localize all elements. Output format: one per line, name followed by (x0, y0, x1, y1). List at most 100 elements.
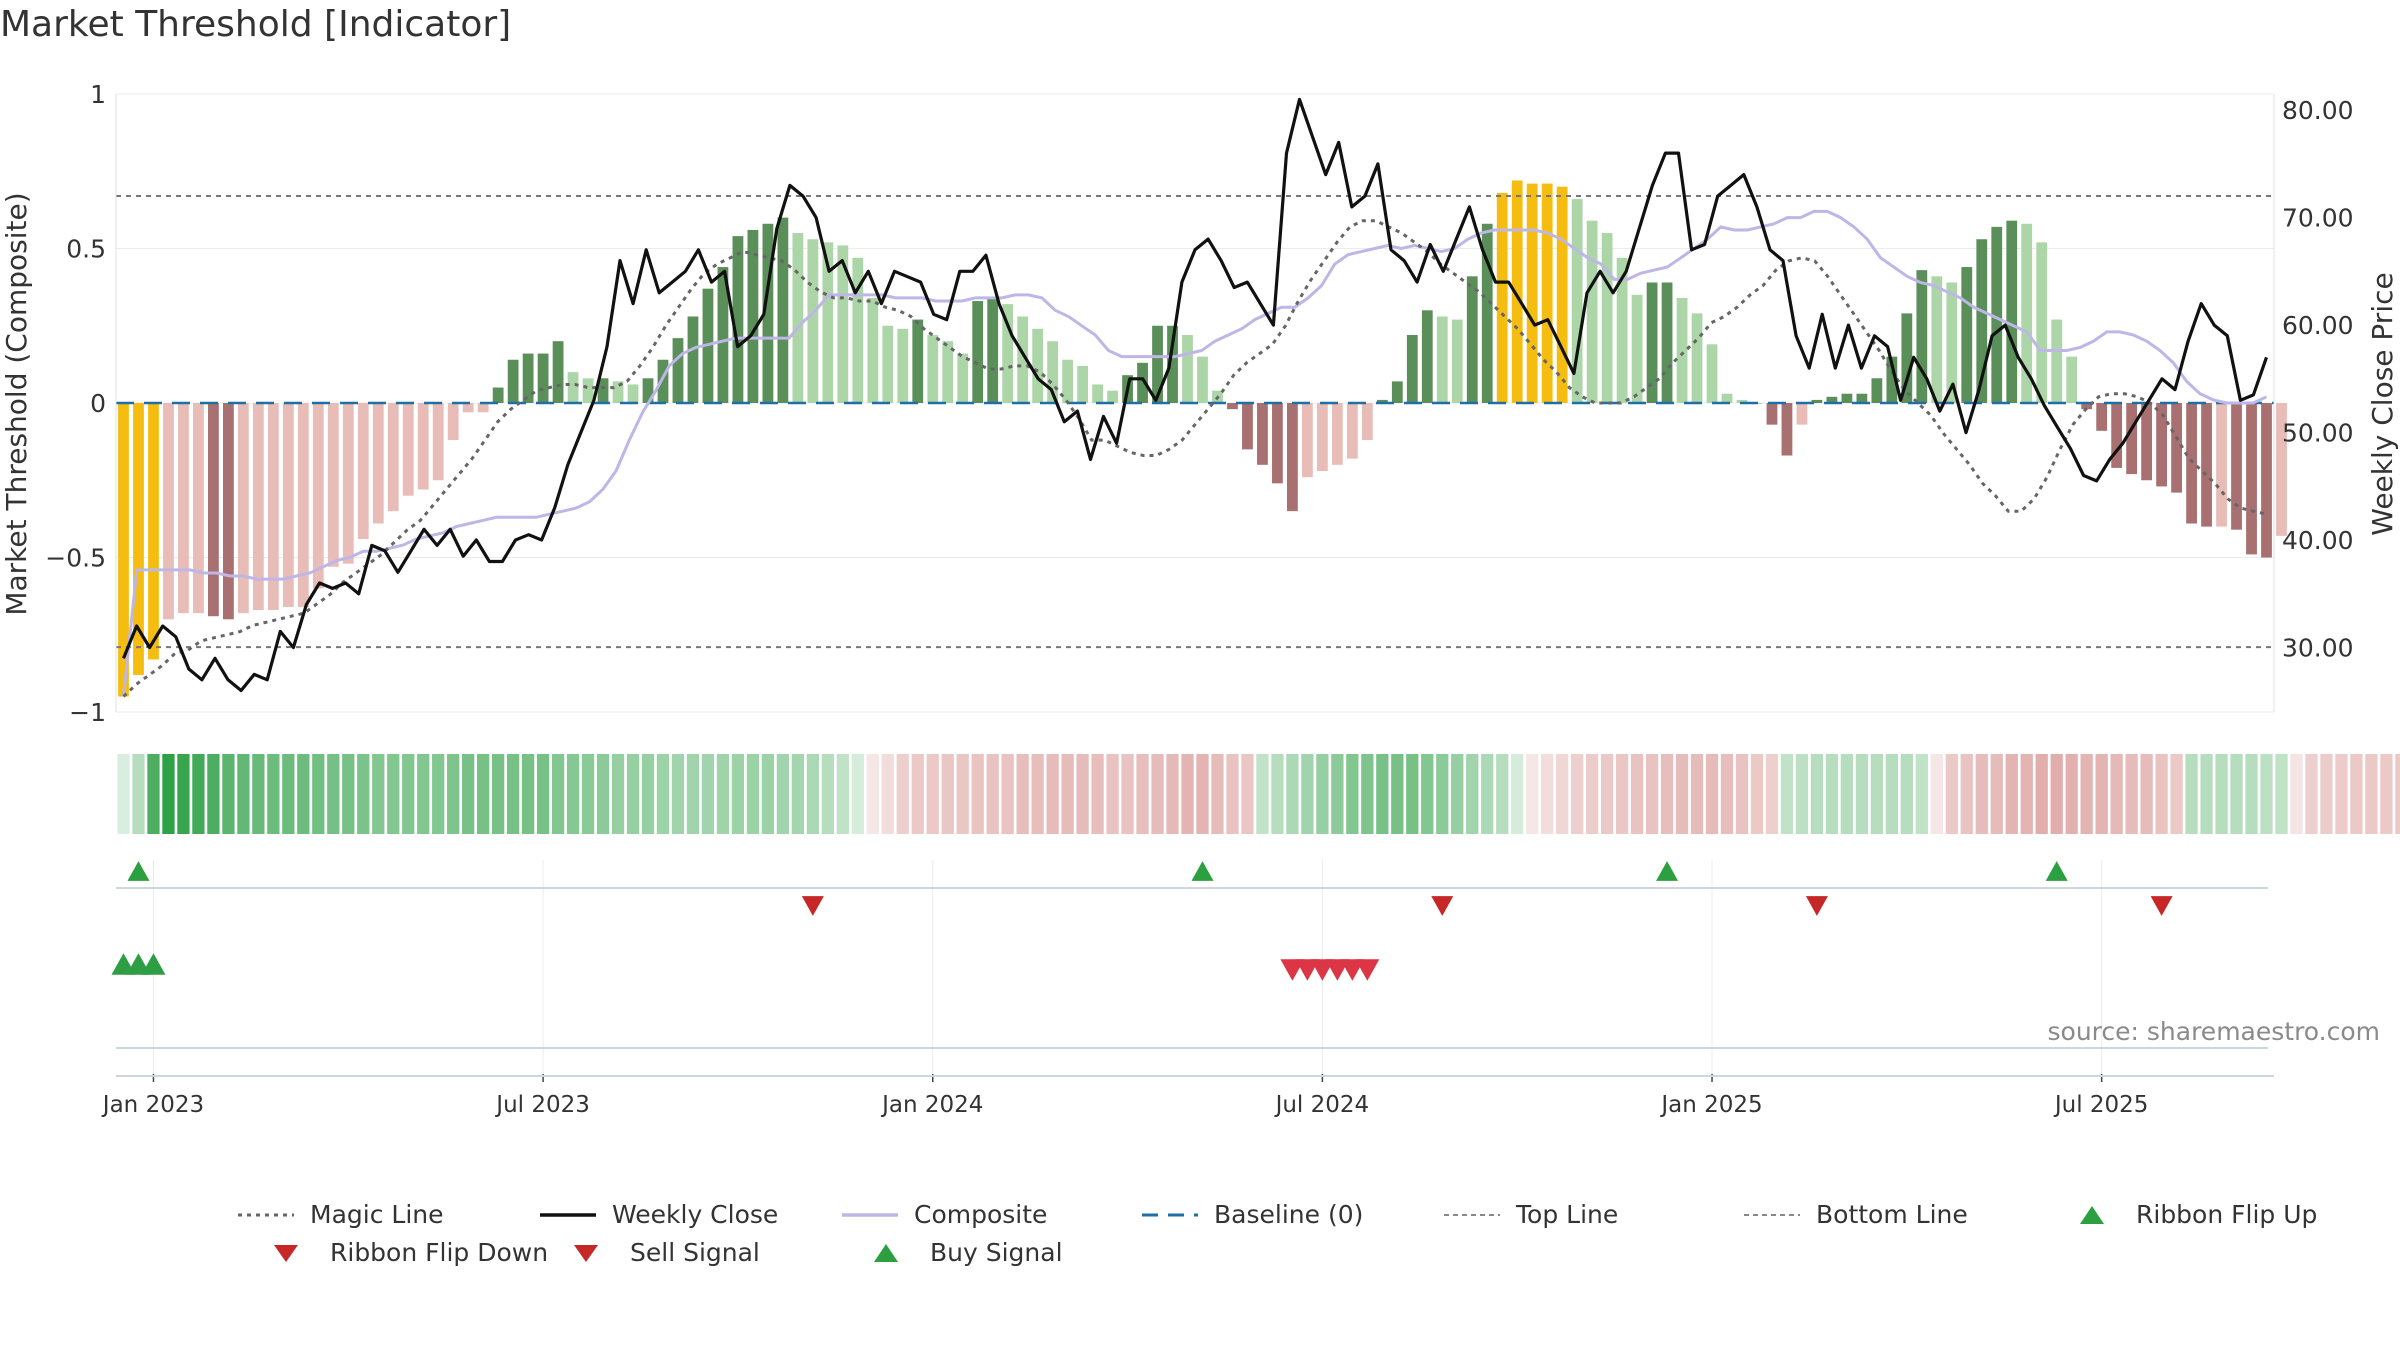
composite-bar (1661, 282, 1673, 403)
ribbon-cell (2065, 754, 2078, 834)
composite-bar (2021, 223, 2033, 403)
composite-bar (1841, 393, 1853, 403)
ribbon-cell (1466, 754, 1479, 834)
composite-bar (237, 403, 249, 614)
composite-bar (1616, 257, 1628, 403)
composite-bar (1287, 403, 1298, 512)
composite-bar (582, 378, 594, 403)
legend-item[interactable]: Bottom Line (1742, 1200, 1968, 1229)
indicator-lines (116, 97, 2274, 698)
ribbon-cell (986, 754, 999, 834)
composite-bar (477, 403, 489, 413)
composite-bar (1421, 310, 1433, 403)
ribbon-cell (2335, 754, 2348, 834)
composite-bar (1391, 381, 1403, 403)
composite-bar (972, 301, 984, 403)
legend-item[interactable]: Ribbon Flip Up (2062, 1200, 2317, 1229)
ribbon-cell (1016, 754, 1029, 834)
ribbon-cell (2005, 754, 2018, 834)
composite-bar (732, 236, 744, 403)
composite-bar (1496, 192, 1508, 403)
composite-bar (1376, 399, 1388, 403)
legend-item[interactable]: Sell Signal (556, 1238, 760, 1267)
ribbon-cell (1136, 754, 1149, 834)
composite-bar (1961, 267, 1973, 403)
composite-bar (1811, 399, 1823, 403)
ribbon-cell (267, 754, 280, 834)
legend-label: Composite (914, 1200, 1048, 1229)
legend-label: Bottom Line (1816, 1200, 1968, 1229)
ribbon-cell (492, 754, 505, 834)
legend-label: Ribbon Flip Up (2136, 1200, 2318, 1229)
ribbon-cell (1645, 754, 1659, 834)
composite-bar (2201, 403, 2212, 527)
ribbon-cell (297, 754, 310, 834)
composite-bar (417, 403, 429, 490)
legend-item[interactable]: Top Line (1442, 1200, 1618, 1229)
x-tick-label: Jan 2025 (1659, 1092, 1762, 1118)
composite-bar (1586, 220, 1598, 403)
axes: 1 0.5 0 −0.5 −1 80.00 70.00 60.00 50.00 40.00 30.0… (45, 80, 2353, 1118)
composite-bar (1017, 316, 1029, 403)
composite-bar (387, 403, 399, 512)
y2-tick-label: 50.00 (2282, 419, 2354, 448)
ribbon-cell (2095, 754, 2108, 834)
composite-bar (133, 403, 144, 675)
legend-item[interactable]: Weekly Close (538, 1200, 778, 1229)
ribbon-cell (686, 754, 700, 834)
ribbon-cell (2380, 754, 2393, 834)
legend-item[interactable]: Ribbon Flip Down (256, 1238, 548, 1267)
ribbon-cell (447, 754, 460, 834)
ribbon-cell (1990, 754, 2003, 834)
ribbon-cell (746, 754, 760, 834)
legend-item[interactable]: Baseline (0) (1140, 1200, 1363, 1229)
ribbon-cell (1780, 754, 1794, 834)
composite-bar (297, 403, 309, 607)
composite-bar (372, 403, 384, 524)
composite-bar (163, 403, 174, 620)
y2-axis-label: Weekly Close Price (2366, 272, 2399, 535)
composite-bar (1676, 297, 1688, 403)
ribbon-cell (1870, 754, 1884, 834)
ribbon-flip-up-marker (1656, 861, 1679, 881)
ribbon-cell (1211, 754, 1224, 834)
composite-bar (1691, 313, 1703, 403)
composite-bar (1346, 403, 1358, 459)
legend-item[interactable]: Magic Line (236, 1200, 444, 1229)
chart-title: Market Threshold [Indicator] (0, 4, 512, 45)
legend-item[interactable]: Composite (840, 1200, 1047, 1229)
ribbon-cell (1526, 754, 1539, 834)
y2-tick-label: 80.00 (2282, 96, 2354, 125)
legend-label: Buy Signal (930, 1238, 1063, 1267)
composite-bar (2156, 403, 2167, 487)
composite-bar (657, 359, 669, 403)
ribbon-cell (536, 754, 550, 834)
legend-item[interactable]: Buy Signal (856, 1238, 1063, 1267)
ribbon-flip-down-marker (1431, 896, 1454, 916)
ribbon-cell (911, 754, 924, 834)
ribbon-cell (1705, 754, 1719, 834)
composite-bar (1571, 199, 1583, 403)
ribbon-cell (1271, 754, 1284, 834)
composite-bar (1631, 294, 1643, 403)
composite-bar (852, 257, 864, 403)
y-tick-label: 0.5 (66, 235, 106, 264)
ribbon-cell (656, 754, 670, 834)
composite-bar (327, 403, 339, 567)
ribbon-cell (1571, 754, 1584, 834)
ribbon-cell (2035, 754, 2048, 834)
ribbon-cell (896, 754, 909, 834)
ribbon-cell (806, 754, 819, 834)
ribbon-cell (1226, 754, 1239, 834)
ribbon-cell (671, 754, 685, 834)
ribbon-cell (776, 754, 790, 834)
ribbon-cell (1615, 754, 1629, 834)
composite-bar (1991, 226, 2003, 403)
composite-bar (2261, 403, 2272, 558)
x-tick-label: Jul 2025 (2053, 1092, 2149, 1118)
ribbon-cell (252, 754, 265, 834)
legend-label: Ribbon Flip Down (330, 1238, 549, 1267)
ribbon-cell (1825, 754, 1839, 834)
ribbon-cell (1091, 754, 1104, 834)
composite-bar (1646, 282, 1658, 403)
